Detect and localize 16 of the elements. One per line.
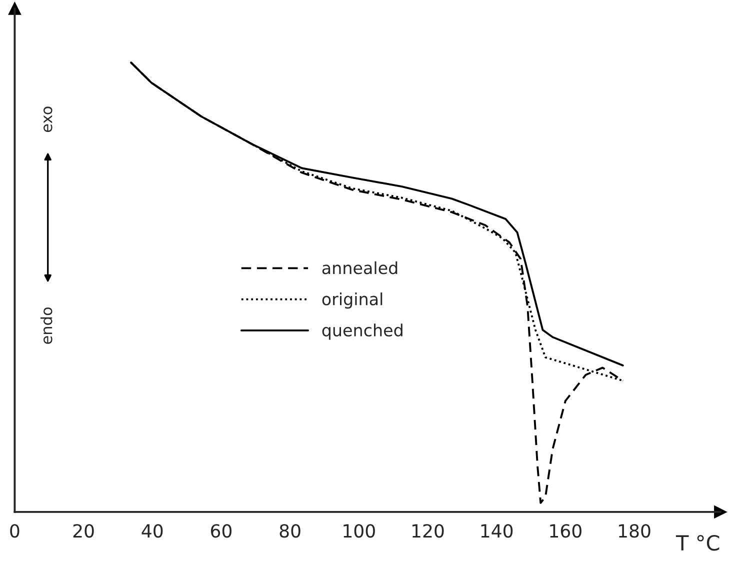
x-tick-label: 60 [210, 524, 232, 538]
x-tick-label: 140 [481, 524, 513, 538]
annotation: endo [40, 307, 52, 344]
x-axis-title: T °C [676, 534, 720, 551]
x-tick-label: 160 [550, 524, 582, 538]
x-tick-label: 120 [412, 524, 444, 538]
x-tick-label: 0 [10, 524, 20, 538]
x-tick-label: 40 [142, 524, 163, 538]
x-tick-label: 80 [280, 524, 300, 538]
legend-label: quenched [322, 324, 402, 340]
legend-label: original [322, 292, 382, 309]
x-tick-label: 180 [619, 524, 650, 538]
legend-label: annealed [322, 261, 398, 274]
x-tick-label: 20 [73, 524, 94, 538]
x-tick-label: 100 [344, 524, 375, 538]
annotation: exo [44, 106, 52, 132]
